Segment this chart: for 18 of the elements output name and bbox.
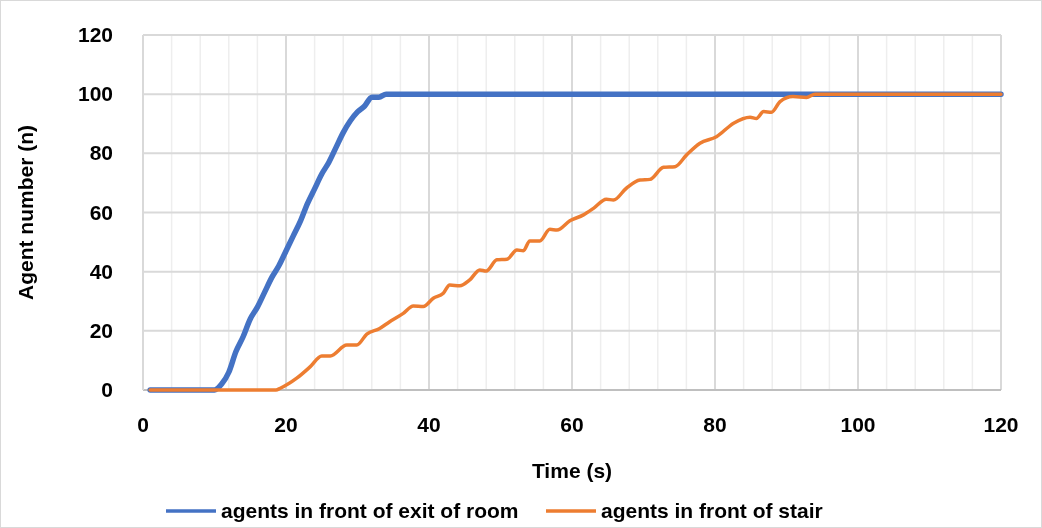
x-tick-label: 0 <box>137 413 149 436</box>
x-tick-label: 100 <box>840 413 876 436</box>
y-tick-label: 60 <box>89 200 113 224</box>
y-tick-label: 80 <box>89 141 113 165</box>
legend-label: agents in front of exit of room <box>221 499 519 522</box>
y-tick-label: 100 <box>77 82 113 106</box>
y-tick-label: 0 <box>101 378 113 401</box>
x-tick-label: 80 <box>703 413 727 436</box>
x-tick-label: 120 <box>983 413 1019 436</box>
x-tick-label: 60 <box>560 413 584 436</box>
legend-label: agents in front of stair <box>601 499 823 522</box>
y-axis-title: Agent number (n) <box>14 125 37 300</box>
x-tick-label: 20 <box>274 413 298 436</box>
x-tick-label: 40 <box>417 413 441 436</box>
y-tick-label: 120 <box>77 23 113 46</box>
x-axis-title: Time (s) <box>531 459 613 482</box>
y-tick-label: 40 <box>89 259 113 283</box>
y-tick-label: 20 <box>89 318 113 342</box>
